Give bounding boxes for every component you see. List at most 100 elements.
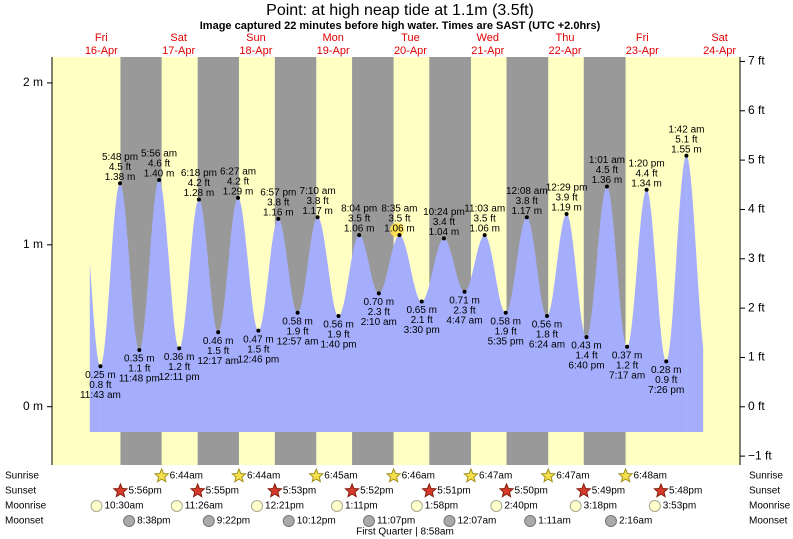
- moonrise-icon: [648, 500, 661, 512]
- tide-label: 0.56 m: [323, 320, 354, 331]
- tide-label: 1.8 ft: [536, 330, 558, 341]
- sunrise-icon: [153, 467, 170, 483]
- day-date: 17-Apr: [162, 45, 195, 57]
- sunrise-icon: [540, 467, 557, 483]
- sunset-time: 5:51pm: [437, 486, 470, 497]
- moonset-time: 8:38pm: [137, 516, 170, 527]
- row-label: Moonrise: [5, 501, 47, 512]
- y2-tick-label: 7 ft: [748, 54, 765, 68]
- tide-label: 1.9 ft: [286, 326, 308, 337]
- moonset-icon: [282, 515, 295, 527]
- day-weekday: Sun: [246, 32, 266, 44]
- moonset-icon: [443, 515, 456, 527]
- tide-label: 0.28 m: [651, 365, 682, 376]
- day-weekday: Fri: [636, 32, 649, 44]
- tide-point: [256, 328, 261, 333]
- moonset-time: 1:11am: [538, 516, 571, 527]
- tide-label: 0.65 m: [406, 305, 437, 316]
- tide-label: 1.17 m: [512, 206, 543, 217]
- moonset-icon: [202, 515, 215, 527]
- moonrise-icon: [90, 500, 103, 512]
- tide-label: 5.1 ft: [675, 134, 697, 145]
- tide-label: 6:24 am: [529, 340, 565, 351]
- y2-tick-label: 0 ft: [748, 399, 765, 413]
- sunset-time: 5:52pm: [360, 486, 393, 497]
- tide-point: [684, 153, 689, 158]
- tide-label: 7:17 am: [609, 370, 645, 381]
- tide-label: 3.4 ft: [433, 217, 455, 228]
- sunset-icon: [421, 482, 438, 498]
- tide-label: 8:35 am: [381, 204, 417, 215]
- tide-label: 1.29 m: [223, 186, 254, 197]
- tide-point: [236, 195, 241, 200]
- tide-label: 3:30 pm: [404, 325, 440, 336]
- y2-tick-label: 3 ft: [748, 251, 765, 265]
- y-tick-label: 2 m: [23, 75, 43, 89]
- tide-point: [157, 178, 162, 183]
- day-weekday: Fri: [95, 32, 108, 44]
- tide-label: 0.58 m: [490, 316, 521, 327]
- sunset-icon: [653, 482, 669, 498]
- row-label: Sunrise: [749, 471, 783, 482]
- tide-point: [584, 335, 589, 340]
- sunset-time: 5:49pm: [592, 486, 625, 497]
- chart-subtitle: Image captured 22 minutes before high wa…: [200, 20, 601, 32]
- tide-label: 1.06 m: [344, 224, 375, 235]
- moonrise-icon: [170, 500, 183, 512]
- moonset-time: 9:22pm: [217, 516, 250, 527]
- sunset-time: 5:56pm: [128, 486, 161, 497]
- tide-label: 0.43 m: [571, 341, 602, 352]
- tide-label: 1.2 ft: [616, 360, 638, 371]
- sunrise-time: 6:48am: [634, 471, 667, 482]
- tide-label: 6:18 pm: [181, 168, 217, 179]
- moonrise-time: 12:21pm: [265, 501, 304, 512]
- tide-label: 1.04 m: [429, 227, 460, 238]
- tide-label: 10:24 pm: [423, 207, 465, 218]
- tide-label: 0.9 ft: [655, 375, 677, 386]
- tide-label: 1.06 m: [469, 224, 500, 235]
- tide-point: [441, 236, 446, 241]
- sunrise-time: 6:47am: [556, 471, 589, 482]
- moonrise-icon: [490, 500, 503, 512]
- tide-point: [604, 184, 609, 189]
- sunset-icon: [498, 482, 515, 498]
- tide-label: 12:29 pm: [546, 183, 588, 194]
- moonset-time: 10:12pm: [297, 516, 336, 527]
- tide-label: 4.5 ft: [596, 165, 618, 176]
- tide-label: 1:01 am: [589, 155, 625, 166]
- moonrise-icon: [251, 500, 264, 512]
- tide-point: [503, 310, 508, 315]
- tide-label: 6:40 pm: [568, 361, 604, 372]
- tide-label: 12:08 am: [506, 186, 548, 197]
- row-label: Sunrise: [5, 471, 39, 482]
- tide-point: [276, 216, 281, 221]
- row-label: Moonset: [5, 516, 44, 527]
- tide-label: 5:35 pm: [488, 336, 524, 347]
- y-tick-label: 0 m: [23, 399, 43, 413]
- tide-label: 2:10 am: [361, 317, 397, 328]
- tide-point: [295, 310, 300, 315]
- moonset-icon: [524, 515, 537, 527]
- y-tick-label: 1 m: [23, 237, 43, 251]
- sunrise-icon: [617, 467, 634, 483]
- sunrise-time: 6:47am: [479, 471, 512, 482]
- tide-point: [98, 364, 103, 369]
- sunset-time: 5:55pm: [206, 486, 239, 497]
- tide-label: 12:46 pm: [238, 354, 280, 365]
- moonset-time: 11:07pm: [377, 516, 415, 527]
- tide-label: 1.28 m: [184, 188, 215, 199]
- moonrise-time: 3:18pm: [584, 501, 617, 512]
- tide-point: [482, 233, 487, 238]
- day-weekday: Thu: [556, 32, 575, 44]
- moonrise-time: 10:30am: [105, 501, 144, 512]
- y2-tick-label: 5 ft: [748, 152, 765, 166]
- tide-label: 3.5 ft: [388, 214, 410, 225]
- moonrise-icon: [410, 500, 423, 512]
- sunrise-time: 6:45am: [324, 471, 357, 482]
- day-date: 23-Apr: [626, 45, 659, 57]
- tide-label: 3.9 ft: [555, 193, 577, 204]
- tide-label: 5:48 pm: [102, 152, 138, 163]
- sunrise-icon: [308, 467, 325, 483]
- tide-label: 11:03 am: [464, 204, 505, 215]
